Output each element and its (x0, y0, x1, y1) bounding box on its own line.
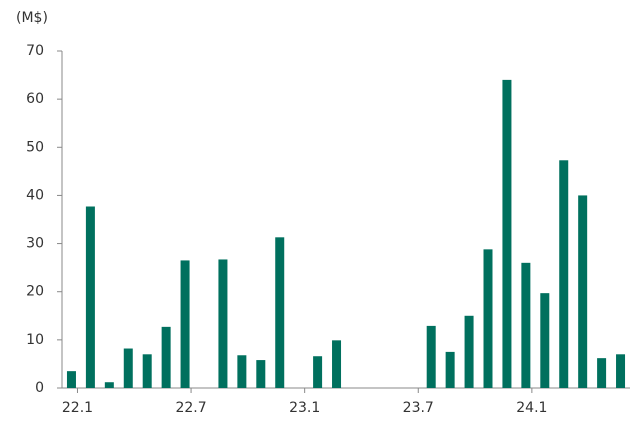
bar (521, 262, 531, 388)
y-tick-label: 60 (26, 91, 44, 107)
bar (85, 206, 95, 388)
bar (161, 326, 171, 388)
y-tick-label: 40 (26, 187, 44, 203)
bar (464, 315, 474, 388)
bar (180, 260, 190, 388)
y-tick-label: 20 (26, 284, 44, 300)
y-tick-label: 30 (26, 236, 44, 252)
axis-unit: (M$) (16, 10, 48, 26)
x-tick-label: 22.7 (175, 400, 206, 416)
bar (502, 79, 512, 388)
y-tick-label: 10 (26, 332, 44, 348)
y-tick-label: 50 (26, 139, 44, 155)
bar (275, 237, 285, 388)
bar (256, 360, 266, 388)
x-tick-label: 23.7 (403, 400, 434, 416)
y-tick-label: 70 (26, 43, 44, 59)
bar (426, 325, 436, 388)
x-tick-label: 22.1 (62, 400, 93, 416)
bar (445, 351, 455, 388)
bar (218, 259, 228, 388)
bar (578, 195, 588, 388)
bar (104, 382, 114, 388)
bar (237, 355, 247, 388)
bar (332, 340, 342, 388)
bar (483, 249, 493, 388)
bar (313, 356, 323, 388)
bar (142, 354, 152, 388)
x-tick-label: 23.1 (289, 400, 320, 416)
bar (66, 371, 76, 388)
bar (597, 358, 607, 388)
y-tick-label: 0 (35, 380, 44, 396)
x-tick-label: 24.1 (516, 400, 547, 416)
bar (559, 160, 569, 388)
bar (540, 293, 550, 388)
bar (123, 348, 133, 388)
bar (616, 354, 626, 388)
